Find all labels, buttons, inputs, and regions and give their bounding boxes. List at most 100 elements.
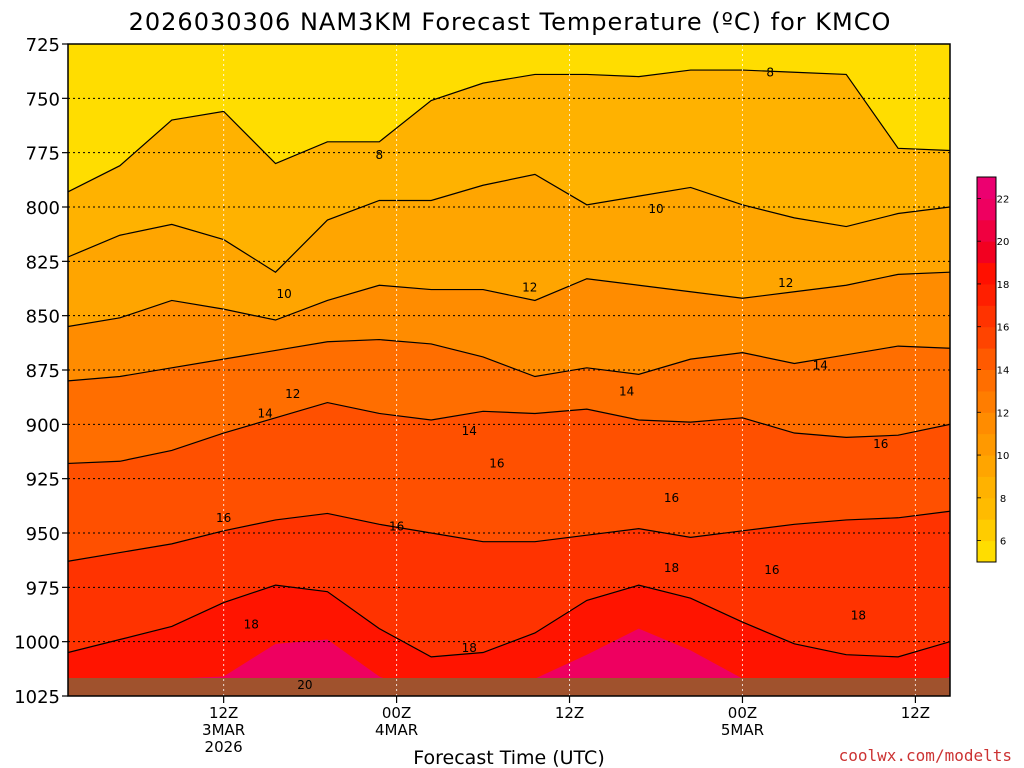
colorbar-label-20: 20 <box>997 237 1010 248</box>
y-tick-label-975: 975 <box>26 578 60 599</box>
contour-label-7: 14 <box>813 359 828 373</box>
ground-surface <box>68 678 950 696</box>
y-tick-label-1025: 1025 <box>14 687 60 708</box>
contour-label-text-9: 14 <box>258 406 273 420</box>
y-tick-label-950: 950 <box>26 524 60 545</box>
x-tick-label-1-0: 00Z <box>382 704 411 722</box>
colorbar-swatch-9 <box>977 476 996 499</box>
contour-label-text-7: 14 <box>813 359 828 373</box>
contour-label-16: 16 <box>764 563 779 577</box>
y-tick-label-800: 800 <box>26 198 60 219</box>
isotherm-14c <box>68 338 950 382</box>
colorbar-swatch-7 <box>977 519 996 542</box>
colorbar-label-10: 10 <box>997 451 1010 462</box>
colorbar-swatch-16 <box>977 326 996 349</box>
isotherm-20c <box>68 584 950 658</box>
contour-label-text-0: 8 <box>766 65 774 79</box>
colorbar-swatch-6 <box>977 540 996 563</box>
y-tick-label-1000: 1000 <box>14 633 60 654</box>
y-tick-label-850: 850 <box>26 307 60 328</box>
x-tick-label-0-1: 3MAR <box>202 721 245 739</box>
contour-label-12: 16 <box>489 456 504 470</box>
contour-label-text-12: 16 <box>489 456 504 470</box>
colorbar-label-14: 14 <box>997 366 1010 377</box>
colorbar-swatch-12 <box>977 412 996 435</box>
colorbar-swatch-23 <box>977 177 996 199</box>
colorbar: 6 8 10 12 14 16 18 20 22 <box>976 176 1010 563</box>
y-tick-label-825: 825 <box>26 252 60 273</box>
isotherm-10c <box>68 173 950 273</box>
contour-label-2: 10 <box>648 202 663 216</box>
contour-label-text-4: 12 <box>522 280 537 294</box>
colorbar-swatch-14 <box>977 369 996 392</box>
colorbar-label-8: 8 <box>1000 494 1006 505</box>
colorbar-label-18: 18 <box>997 280 1010 291</box>
colorbar-swatch-21 <box>977 219 996 242</box>
contour-label-6: 12 <box>285 387 300 401</box>
x-tick-label-4-0: 12Z <box>901 704 930 722</box>
colorbar-label-6: 6 <box>1000 537 1006 548</box>
x-tick-label-0-2: 2026 <box>205 738 243 756</box>
colorbar-swatch-10 <box>977 455 996 477</box>
contour-label-17: 18 <box>664 561 679 575</box>
x-tick-label-3-0: 00Z <box>728 704 757 722</box>
contour-label-0: 8 <box>766 65 774 79</box>
contour-label-10: 14 <box>462 424 477 438</box>
colorbar-label-12: 12 <box>997 408 1010 419</box>
colorbar-label-16: 16 <box>997 323 1010 334</box>
colorbar-swatch-20 <box>977 241 996 264</box>
chart-title: 2026030306 NAM3KM Forecast Temperature (… <box>129 8 892 36</box>
x-axis-label: Forecast Time (UTC) <box>413 747 604 768</box>
colorbar-swatch-22 <box>977 198 996 221</box>
y-tick-label-775: 775 <box>26 144 60 165</box>
contour-label-text-6: 12 <box>285 387 300 401</box>
colorbar-swatch-19 <box>977 262 996 285</box>
colorbar-swatch-15 <box>977 348 996 370</box>
x-tick-label-3-1: 5MAR <box>721 721 764 739</box>
contour-label-15: 16 <box>389 519 404 533</box>
contour-labels: 8 8 10 10 12 12 12 14 14 14 14 16 16 16 16 16 16 18 18 18 18… <box>216 65 888 692</box>
colorbar-swatch-13 <box>977 390 996 413</box>
colorbar-label-22: 22 <box>997 194 1010 205</box>
y-tick-label-900: 900 <box>26 415 60 436</box>
horizontal-gridlines <box>68 97 950 643</box>
temperature-bands <box>68 70 950 696</box>
y-tick-label-875: 875 <box>26 361 60 382</box>
y-axis: 725 750 775 800 825 850 875 900 925 950 975 1000 102… <box>14 35 68 708</box>
contour-label-text-13: 16 <box>664 491 679 505</box>
contour-label-text-20: 18 <box>462 641 477 655</box>
contour-label-text-16: 16 <box>764 563 779 577</box>
contour-label-text-5: 12 <box>778 276 793 290</box>
contour-label-text-10: 14 <box>462 424 477 438</box>
contour-label-1: 8 <box>375 148 383 162</box>
plot-area: 8 8 10 10 12 12 12 14 14 14 14 16 16 16 16 16 16 18 18 18 18… <box>68 44 950 696</box>
vertical-gridlines <box>223 44 916 696</box>
credit-text: coolwx.com/modelts <box>839 746 1012 765</box>
contour-label-text-1: 8 <box>375 148 383 162</box>
colorbar-swatch-8 <box>977 497 996 520</box>
contour-label-14: 16 <box>216 511 231 525</box>
contour-label-text-14: 16 <box>216 511 231 525</box>
contour-label-4: 12 <box>522 280 537 294</box>
contour-label-20: 18 <box>462 641 477 655</box>
y-tick-label-925: 925 <box>26 470 60 491</box>
contour-label-18: 18 <box>244 617 259 631</box>
contour-label-19: 18 <box>851 609 866 623</box>
contour-label-9: 14 <box>258 406 273 420</box>
x-tick-label-2-0: 12Z <box>555 704 584 722</box>
contour-label-13: 16 <box>664 491 679 505</box>
isotherm-16c <box>68 401 950 465</box>
contour-label-text-15: 16 <box>389 519 404 533</box>
colorbar-swatch-17 <box>977 305 996 328</box>
contour-label-text-17: 18 <box>664 561 679 575</box>
x-tick-label-1-1: 4MAR <box>375 721 418 739</box>
colorbar-swatch-18 <box>977 283 996 306</box>
contour-label-text-8: 14 <box>619 385 634 399</box>
contour-label-text-11: 16 <box>873 437 888 451</box>
contour-label-11: 16 <box>873 437 888 451</box>
contour-label-3: 10 <box>277 287 292 301</box>
contour-label-text-3: 10 <box>277 287 292 301</box>
isotherm-12c <box>68 271 950 328</box>
